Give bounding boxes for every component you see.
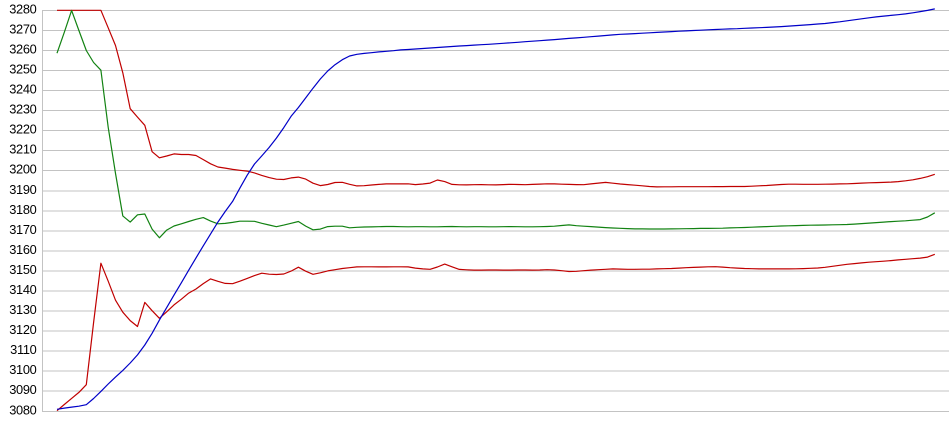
svg-text:3280: 3280 bbox=[9, 1, 36, 16]
svg-text:3250: 3250 bbox=[9, 62, 36, 77]
svg-text:3120: 3120 bbox=[9, 322, 36, 337]
svg-text:3260: 3260 bbox=[9, 41, 36, 56]
svg-text:3240: 3240 bbox=[9, 82, 36, 97]
svg-text:3100: 3100 bbox=[9, 362, 36, 377]
svg-text:3110: 3110 bbox=[10, 342, 37, 357]
svg-text:3190: 3190 bbox=[9, 182, 36, 197]
svg-text:3210: 3210 bbox=[9, 142, 36, 157]
svg-text:3140: 3140 bbox=[9, 282, 36, 297]
svg-text:3180: 3180 bbox=[9, 202, 36, 217]
svg-text:3090: 3090 bbox=[9, 382, 36, 397]
svg-text:3230: 3230 bbox=[9, 102, 36, 117]
svg-text:3170: 3170 bbox=[9, 222, 36, 237]
svg-text:3160: 3160 bbox=[9, 242, 36, 257]
svg-text:3150: 3150 bbox=[9, 262, 36, 277]
svg-text:3270: 3270 bbox=[9, 21, 36, 36]
svg-text:3200: 3200 bbox=[9, 162, 36, 177]
svg-text:3220: 3220 bbox=[9, 122, 36, 137]
svg-text:3080: 3080 bbox=[9, 402, 36, 417]
svg-text:3130: 3130 bbox=[9, 302, 36, 317]
